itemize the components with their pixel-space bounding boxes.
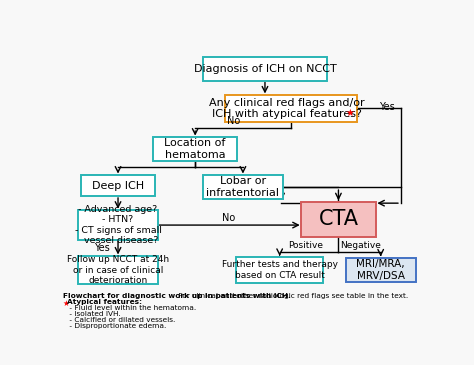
Text: Diagnosis of ICH on NCCT: Diagnosis of ICH on NCCT — [193, 64, 337, 74]
Text: Yes: Yes — [94, 243, 110, 253]
FancyBboxPatch shape — [301, 202, 376, 237]
Text: CTA: CTA — [319, 210, 358, 230]
FancyBboxPatch shape — [346, 258, 416, 282]
Text: Lobar or
infratentorial: Lobar or infratentorial — [206, 176, 280, 198]
Text: Any clinical red flags and/or
ICH with atypical features?: Any clinical red flags and/or ICH with a… — [209, 98, 365, 119]
FancyBboxPatch shape — [202, 57, 328, 81]
Text: Deep ICH: Deep ICH — [92, 181, 144, 191]
FancyBboxPatch shape — [202, 175, 283, 199]
Text: Follow up NCCT at 24h
or in case of clinical
deterioration: Follow up NCCT at 24h or in case of clin… — [67, 255, 169, 285]
Text: - Disproportionate edema.: - Disproportionate edema. — [67, 323, 167, 330]
FancyBboxPatch shape — [237, 257, 323, 283]
Text: Location of
hematoma: Location of hematoma — [164, 138, 226, 160]
Text: For clinical and other radiologic red flags see table in the text.: For clinical and other radiologic red fl… — [176, 292, 408, 299]
Text: Positive: Positive — [288, 241, 323, 250]
Text: - Advanced age?
- HTN?
- CT signs of small
  vessel disease?: - Advanced age? - HTN? - CT signs of sma… — [74, 205, 162, 245]
Text: ★: ★ — [63, 299, 70, 308]
Text: Further tests and therapy
based on CTA result: Further tests and therapy based on CTA r… — [222, 260, 337, 280]
FancyBboxPatch shape — [78, 210, 158, 240]
Text: No: No — [222, 214, 235, 223]
Text: - Isolated IVH.: - Isolated IVH. — [67, 311, 121, 317]
Text: Yes: Yes — [379, 102, 394, 112]
FancyBboxPatch shape — [153, 137, 237, 161]
FancyBboxPatch shape — [78, 256, 158, 284]
FancyBboxPatch shape — [82, 175, 155, 196]
Text: Negative: Negative — [340, 241, 381, 250]
Text: - Calcified or dilated vessels.: - Calcified or dilated vessels. — [67, 317, 176, 323]
Text: MRI/MRA,
MRV/DSA: MRI/MRA, MRV/DSA — [356, 259, 405, 281]
Text: ★: ★ — [345, 108, 354, 118]
Text: Atypical features:: Atypical features: — [67, 299, 142, 305]
Text: No: No — [227, 116, 240, 126]
FancyBboxPatch shape — [225, 95, 357, 122]
Text: Flowchart for diagnostic work up in patients with ICH.: Flowchart for diagnostic work up in pati… — [63, 292, 291, 299]
Text: - Fluid level within the hematoma.: - Fluid level within the hematoma. — [67, 305, 197, 311]
